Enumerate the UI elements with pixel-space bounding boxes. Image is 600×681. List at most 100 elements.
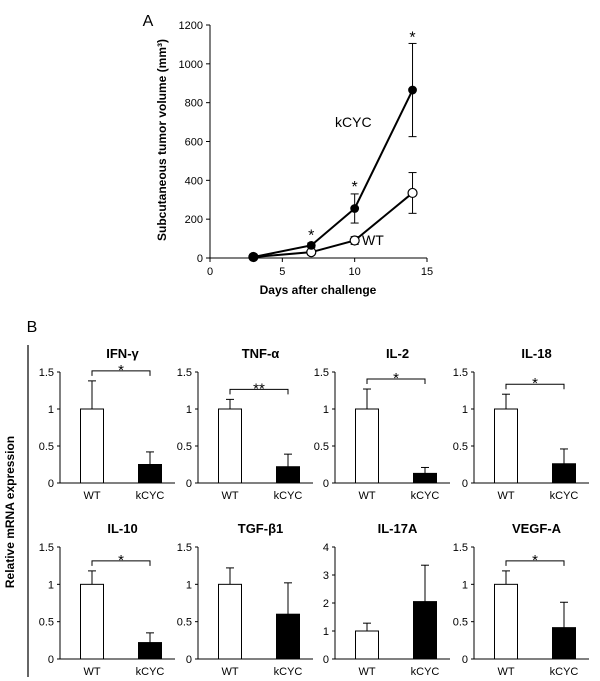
- bar-subplot-il17a: IL-17A 0 1 2 3 4 WT kCYC: [323, 521, 450, 678]
- category-label: WT: [358, 666, 375, 678]
- subplot-title: TGF-β1: [238, 521, 284, 536]
- bar-kcyc: [138, 642, 162, 660]
- y-tick-label: 1: [323, 404, 329, 416]
- y-tick-label: 2: [323, 598, 329, 610]
- bar-kcyc: [276, 466, 300, 484]
- category-label: WT: [358, 490, 375, 502]
- bar-wt: [355, 408, 379, 484]
- significance-star: *: [118, 362, 124, 379]
- y-tick-label: 600: [185, 137, 203, 149]
- significance-star: *: [352, 179, 358, 196]
- subplot-title: IL-10: [107, 521, 137, 536]
- y-tick-label: 1: [462, 404, 468, 416]
- y-tick-label: 0.5: [39, 617, 54, 629]
- series-label-kcyc: kCYC: [335, 114, 372, 130]
- category-label: kCYC: [411, 490, 440, 502]
- y-tick-label: 0: [197, 253, 203, 265]
- bar-subplot-tgf1: TGF-β1 0 0.5 1 1.5 WT kCYC: [177, 521, 313, 678]
- significance-bracket: [91, 370, 151, 376]
- y-tick-label: 1: [48, 404, 54, 416]
- bar-panel-ylabel: Relative mRNA expression: [3, 436, 17, 588]
- category-label: WT: [83, 666, 100, 678]
- line-chart-ylabel: Subcutaneous tumor volume (mm³): [155, 39, 169, 241]
- y-tick-label: 400: [185, 175, 203, 187]
- y-tick-label: 1.5: [453, 542, 468, 554]
- y-tick-label: 0: [186, 478, 192, 490]
- bar-wt: [80, 408, 104, 484]
- y-tick-label: 0.5: [314, 441, 329, 453]
- significance-star: *: [532, 375, 538, 392]
- y-tick-label: 0.5: [177, 617, 192, 629]
- y-tick-label: 0.5: [39, 441, 54, 453]
- subplot-title: IFN-γ: [106, 346, 139, 361]
- subplot-title: VEGF-A: [512, 521, 562, 536]
- category-label: WT: [221, 666, 238, 678]
- bar-panels: IFN-γ 0 0.5 1 1.5 WT kCYC * TNF-α 0 0.5 1 1.5 WT kCYC *…: [39, 346, 589, 678]
- category-label: WT: [221, 490, 238, 502]
- bar-subplot-il2: IL-2 0 0.5 1 1.5 WT kCYC *: [314, 346, 450, 502]
- category-label: kCYC: [136, 666, 165, 678]
- bar-kcyc: [552, 463, 576, 484]
- y-tick-label: 1.5: [453, 367, 468, 379]
- x-tick-label: 5: [279, 266, 285, 278]
- category-label: kCYC: [274, 490, 303, 502]
- significance-star: *: [393, 370, 399, 387]
- y-tick-label: 200: [185, 214, 203, 226]
- significance-star: **: [253, 380, 265, 397]
- data-point-kcyc: [306, 240, 316, 250]
- y-tick-label: 0: [462, 654, 468, 666]
- subplot-title: IL-17A: [378, 521, 418, 536]
- significance-bracket: [505, 383, 565, 390]
- x-tick-label: 0: [207, 266, 213, 278]
- category-label: kCYC: [274, 666, 303, 678]
- y-tick-label: 1.5: [177, 542, 192, 554]
- bar-kcyc: [413, 472, 437, 484]
- y-tick-label: 1.5: [314, 367, 329, 379]
- series-line-kcyc: [253, 89, 414, 259]
- significance-bracket: [366, 378, 426, 385]
- y-tick-label: 1: [48, 579, 54, 591]
- data-point-kcyc: [350, 204, 360, 213]
- category-label: kCYC: [550, 490, 579, 502]
- y-tick-label: 800: [185, 98, 203, 110]
- y-tick-label: 1200: [179, 20, 203, 32]
- significance-star: *: [118, 552, 124, 569]
- significance-star: *: [308, 228, 314, 245]
- y-tick-label: 0: [48, 478, 54, 490]
- bar-wt: [494, 583, 518, 660]
- y-tick-label: 1: [323, 626, 329, 638]
- bar-kcyc: [552, 627, 576, 660]
- y-tick-label: 0: [462, 478, 468, 490]
- significance-bracket: [91, 560, 151, 566]
- y-tick-label: 0.5: [453, 617, 468, 629]
- subplot-title: IL-2: [386, 346, 409, 361]
- line-chart-xlabel: Days after challenge: [260, 283, 377, 297]
- y-tick-label: 1: [186, 579, 192, 591]
- bar-subplot-il10: IL-10 0 0.5 1 1.5 WT kCYC *: [39, 521, 175, 678]
- y-tick-label: 1.5: [177, 367, 192, 379]
- category-label: WT: [497, 490, 514, 502]
- y-tick-label: 0: [186, 654, 192, 666]
- y-tick-label: 1000: [179, 59, 203, 71]
- bar-wt: [494, 408, 518, 484]
- data-point-wt: [407, 187, 418, 199]
- significance-bracket: [505, 560, 565, 566]
- y-tick-label: 1.5: [39, 542, 54, 554]
- data-point-kcyc: [408, 85, 417, 95]
- bar-subplot-vegfa: VEGF-A 0 0.5 1 1.5 WT kCYC *: [453, 521, 589, 678]
- data-point-kcyc: [248, 252, 258, 262]
- y-tick-label: 0: [48, 654, 54, 666]
- x-tick-label: 15: [421, 266, 433, 278]
- data-point-wt: [349, 235, 360, 246]
- bar-wt: [80, 583, 104, 660]
- y-tick-label: 1.5: [39, 367, 54, 379]
- significance-bracket: [229, 388, 289, 395]
- significance-star: *: [409, 29, 415, 46]
- y-tick-label: 1: [462, 579, 468, 591]
- y-tick-label: 0: [323, 478, 329, 490]
- line-chart: 0 200 400 600 800 1000 1200 0 5 10 15 * * *: [179, 20, 434, 278]
- series-line-wt: [253, 192, 414, 259]
- bar-kcyc: [138, 464, 162, 484]
- bar-subplot-ifn: IFN-γ 0 0.5 1 1.5 WT kCYC *: [39, 346, 175, 502]
